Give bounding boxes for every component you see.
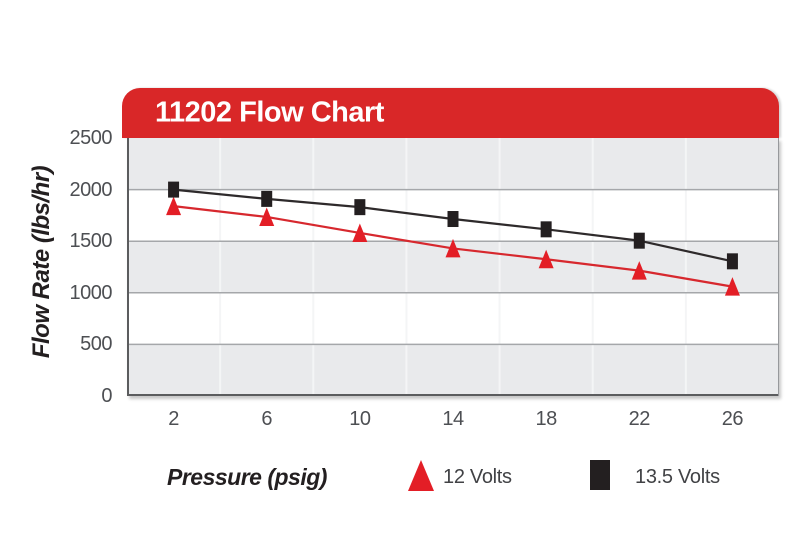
legend-square-icon	[590, 460, 610, 490]
marker-triangle	[352, 223, 368, 242]
y-tick-label: 500	[80, 333, 112, 356]
marker-triangle	[259, 207, 275, 226]
x-tick-label: 22	[628, 408, 651, 430]
marker-triangle	[445, 238, 461, 258]
chart-title-banner: 11202 Flow Chart	[122, 88, 779, 138]
x-tick-label: 10	[349, 408, 371, 430]
marker-square	[726, 253, 738, 270]
x-tick-label: 2	[168, 408, 179, 430]
y-tick-label: 2000	[69, 178, 113, 201]
plot-band	[127, 138, 779, 190]
legend-label-13-5-volts: 13.5 Volts	[635, 466, 720, 488]
marker-square	[168, 181, 180, 198]
legend-triangle-icon	[408, 460, 434, 491]
plot-band	[127, 292, 779, 345]
plot-svg	[127, 138, 779, 396]
y-tick-label: 1000	[69, 281, 113, 304]
marker-triangle	[724, 277, 740, 296]
y-tick-label: 1500	[69, 230, 113, 253]
x-tick-label: 18	[535, 408, 558, 430]
marker-triangle	[166, 196, 182, 216]
plot-area	[127, 138, 779, 396]
x-tick-label: 6	[261, 408, 273, 430]
marker-triangle	[631, 261, 647, 280]
marker-square	[261, 190, 273, 207]
y-tick-label: 2500	[69, 127, 113, 149]
marker-triangle	[538, 249, 554, 269]
chart-title: 11202 Flow Chart	[155, 96, 384, 129]
y-tick-label: 0	[101, 385, 112, 407]
marker-square	[633, 232, 645, 249]
x-tick-label: 14	[442, 408, 464, 430]
plot-band	[127, 344, 779, 396]
x-axis-title: Pressure (psig)	[167, 464, 327, 490]
legend-label-12-volts: 12 Volts	[443, 466, 512, 488]
marker-square	[540, 221, 552, 238]
marker-square	[354, 199, 366, 216]
x-tick-label: 26	[721, 408, 744, 430]
marker-square	[447, 211, 459, 228]
